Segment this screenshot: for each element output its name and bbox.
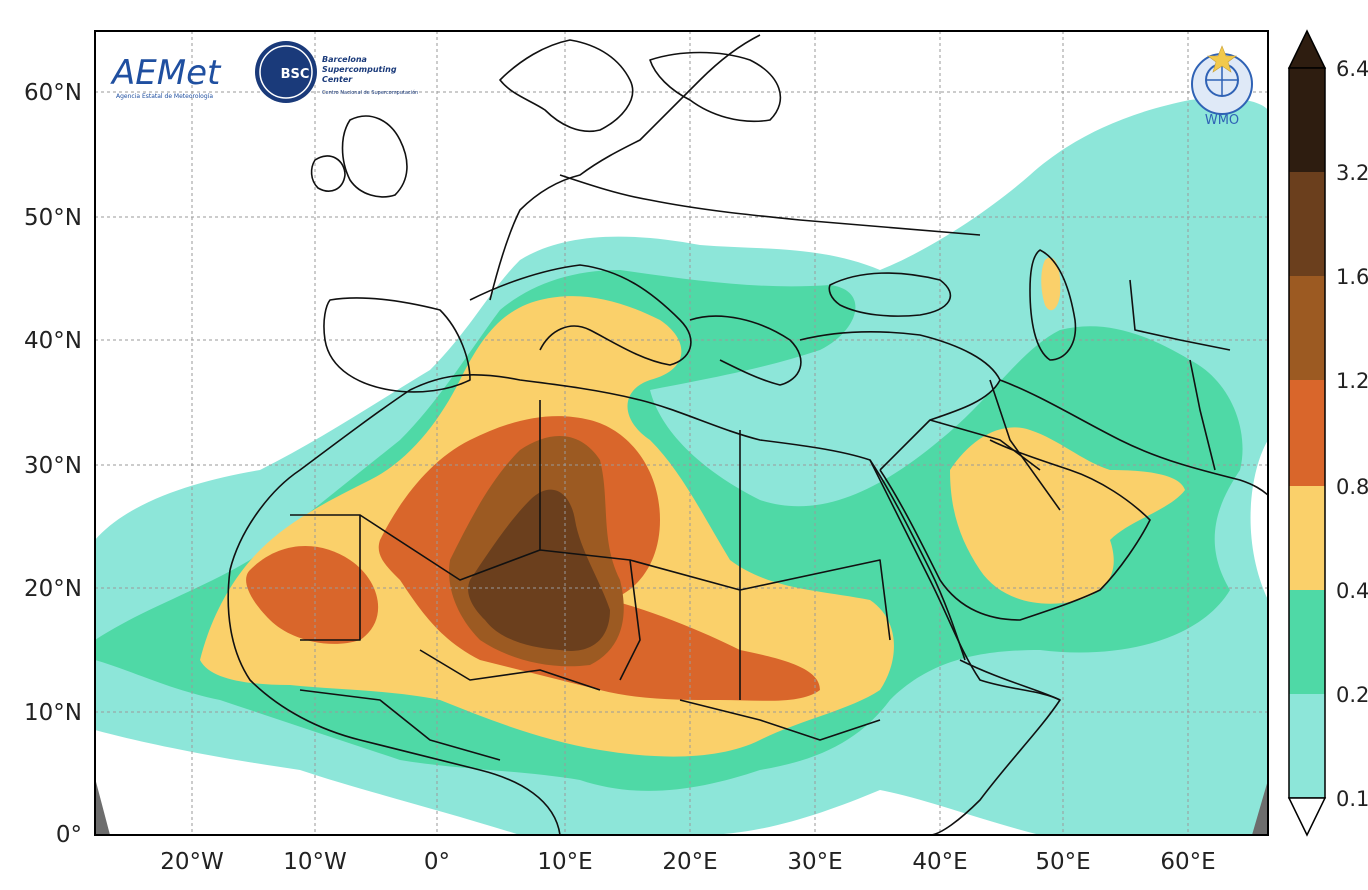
graticule — [95, 31, 1268, 835]
bsc-logo-line3: Center — [322, 75, 353, 84]
wmo-logo: WMO — [1191, 45, 1253, 128]
plot-frame — [94, 30, 1269, 836]
colorbar-segment — [1289, 694, 1325, 798]
no-data-corner-right — [1252, 780, 1268, 835]
colorbar-label: 3.2 — [1336, 161, 1368, 185]
colorbar-segment — [1289, 68, 1325, 172]
x-tick-label: 30°E — [787, 849, 842, 875]
y-tick-label: 30°N — [24, 453, 82, 479]
dust-level-4 — [246, 546, 379, 644]
aemet-logo-subtitle: Agencia Estatal de Meteorología — [116, 93, 213, 100]
bsc-logo-circle — [255, 41, 317, 103]
x-tick-label: 20°W — [160, 849, 224, 875]
wmo-star-icon — [1207, 45, 1237, 73]
y-tick-label: 0° — [56, 822, 82, 848]
coastlines — [227, 34, 1268, 835]
x-tick-label: 0° — [424, 849, 450, 875]
colorbar-segment — [1289, 172, 1325, 276]
colorbar-label: 0.4 — [1336, 579, 1368, 603]
x-tick-label: 10°E — [537, 849, 592, 875]
x-tick-label: 60°E — [1160, 849, 1215, 875]
bsc-logo: BSC Barcelona Supercomputing Center Cent… — [255, 41, 418, 103]
bsc-logo-line2: Supercomputing — [322, 65, 397, 74]
colorbar-label: 1.2 — [1336, 369, 1368, 393]
x-tick-label: 40°E — [912, 849, 967, 875]
colorbar-label: 6.4 — [1336, 57, 1368, 81]
colorbar: 6.4 3.2 1.6 1.2 0.8 0.4 0.2 0.1 — [1287, 29, 1368, 837]
dust-field — [95, 98, 1268, 835]
y-tick-label: 50°N — [24, 205, 82, 231]
dust-level-3-caspian — [1041, 257, 1061, 311]
colorbar-label: 0.1 — [1336, 787, 1368, 811]
y-axis: 60°N 50°N 40°N 30°N 20°N 10°N 0° — [24, 80, 82, 848]
no-data-corner-left — [95, 778, 110, 835]
bsc-logo-line4: Centro Nacional de Supercomputación — [322, 89, 418, 96]
y-tick-label: 40°N — [24, 328, 82, 354]
wmo-logo-text: WMO — [1205, 113, 1239, 128]
dust-level-6 — [468, 489, 610, 651]
colorbar-bottom-arrow — [1287, 797, 1327, 837]
y-tick-label: 20°N — [24, 576, 82, 602]
colorbar-label: 0.8 — [1336, 475, 1368, 499]
colorbar-label: 0.2 — [1336, 683, 1368, 707]
x-tick-label: 20°E — [662, 849, 717, 875]
colorbar-segment — [1289, 380, 1325, 486]
colorbar-segment — [1289, 276, 1325, 380]
bsc-logo-line1: Barcelona — [322, 55, 367, 64]
colorbar-segment — [1289, 486, 1325, 590]
x-axis: 20°W 10°W 0° 10°E 20°E 30°E 40°E 50°E 60… — [160, 849, 1215, 875]
bsc-logo-badge: BSC — [281, 67, 310, 82]
y-tick-label: 10°N — [24, 700, 82, 726]
plot-area — [95, 31, 1268, 835]
y-tick-label: 60°N — [24, 80, 82, 106]
aemet-logo: AEMet Agencia Estatal de Meteorología — [110, 53, 222, 100]
x-tick-label: 50°E — [1035, 849, 1090, 875]
colorbar-top-arrow — [1287, 29, 1327, 69]
x-tick-label: 10°W — [283, 849, 347, 875]
colorbar-segment — [1289, 590, 1325, 694]
aemet-logo-text: AEMet — [110, 53, 222, 93]
colorbar-label: 1.6 — [1336, 265, 1368, 289]
dust-level-3-arabia — [950, 427, 1185, 604]
